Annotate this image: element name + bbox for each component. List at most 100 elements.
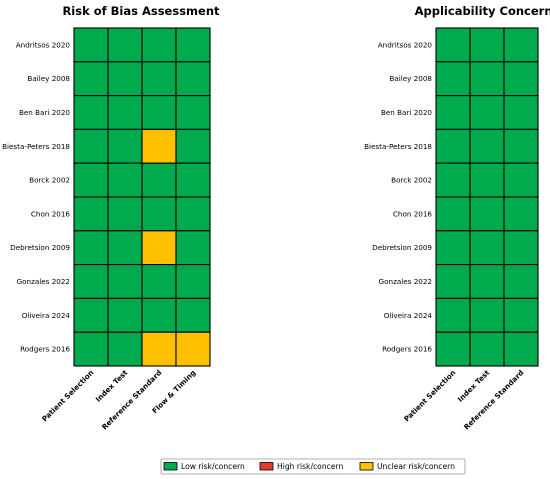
cell-low [175,297,211,333]
study-label: Andritsos 2020 [378,40,433,49]
cell-low [73,27,109,63]
cell-low [175,162,211,198]
domain-label: Reference Standard [100,368,164,432]
study-label: Gonzales 2022 [17,277,70,286]
cell-low [141,196,177,232]
cell-low [503,61,539,97]
cell-unclear [141,230,177,266]
cell-low [435,162,471,198]
cell-low [107,230,143,266]
cell-low [175,27,211,63]
cell-unclear [141,331,177,367]
study-label: Chon 2016 [393,209,433,218]
cell-low [175,230,211,266]
cell-low [73,128,109,164]
study-label: Borck 2002 [29,176,70,185]
domain-label: Index Test [456,368,492,404]
cell-low [469,128,505,164]
cell-low [175,196,211,232]
cell-low [503,128,539,164]
cell-low [435,27,471,63]
cell-low [107,264,143,299]
cell-low [141,27,177,63]
cell-low [469,331,505,367]
cell-unclear [175,331,211,367]
cell-low [469,162,505,198]
cell-low [435,128,471,164]
domain-label: Patient Selection [40,368,95,423]
study-label: Debretsion 2009 [10,243,70,252]
chart-title: Applicability Concerns [415,4,550,18]
cell-low [141,61,177,97]
cell-low [469,27,505,63]
cell-low [435,61,471,97]
cell-low [503,331,539,367]
study-label: Bailey 2008 [389,74,432,83]
study-label: Borck 2002 [391,176,432,185]
cell-low [503,162,539,198]
cell-low [107,128,143,164]
cell-low [175,61,211,97]
cell-low [73,162,109,198]
cell-low [175,95,211,130]
legend-label-high: High risk/concern [277,462,343,471]
cell-low [469,264,505,299]
legend-label-unclear: Unclear risk/concern [377,462,455,471]
study-label: Ben Bari 2020 [19,108,70,117]
cell-low [73,264,109,299]
cell-low [469,297,505,333]
cell-low [469,61,505,97]
study-label: Chon 2016 [31,209,71,218]
cell-low [107,297,143,333]
cell-low [107,95,143,130]
study-label: Rodgers 2016 [382,345,432,354]
legend-swatch-unclear [359,462,374,471]
cell-unclear [141,128,177,164]
legend-swatch-low [163,462,178,471]
cell-low [503,264,539,299]
legend-frame [160,458,466,475]
cell-low [73,61,109,97]
cell-low [435,196,471,232]
cell-low [107,27,143,63]
cell-low [141,95,177,130]
cell-low [435,264,471,299]
cell-low [435,95,471,130]
study-label: Rodgers 2016 [20,345,70,354]
cell-low [435,297,471,333]
cell-low [73,95,109,130]
cell-low [73,196,109,232]
cell-low [107,196,143,232]
cell-low [175,128,211,164]
cell-low [435,230,471,266]
cell-low [435,331,471,367]
domain-label: Index Test [94,368,130,404]
cell-low [141,162,177,198]
cell-low [503,230,539,266]
cell-low [469,196,505,232]
cell-low [141,264,177,299]
study-label: Oliveira 2024 [22,311,71,320]
cell-low [107,162,143,198]
cell-low [503,196,539,232]
cell-low [469,95,505,130]
study-label: Andritsos 2020 [16,40,71,49]
panel-applicability: Applicability Concerns Andritsos 2020 Bail… [364,4,550,432]
cell-low [175,264,211,299]
legend: Low risk/concern High risk/concern Unclear… [160,458,466,475]
study-label: Oliveira 2024 [384,311,433,320]
cell-low [107,331,143,367]
cell-low [73,230,109,266]
cell-low [503,95,539,130]
cell-low [469,230,505,266]
cell-low [107,61,143,97]
study-label: Ben Bari 2020 [381,108,432,117]
study-label: Biesta-Peters 2018 [2,142,70,151]
domain-label: Reference Standard [462,368,526,432]
panel-risk-of-bias: Risk of Bias Assessment Andritsos 2020 Bai… [2,4,220,432]
cell-low [503,297,539,333]
cell-low [503,27,539,63]
study-label: Debretsion 2009 [372,243,432,252]
cell-low [73,297,109,333]
